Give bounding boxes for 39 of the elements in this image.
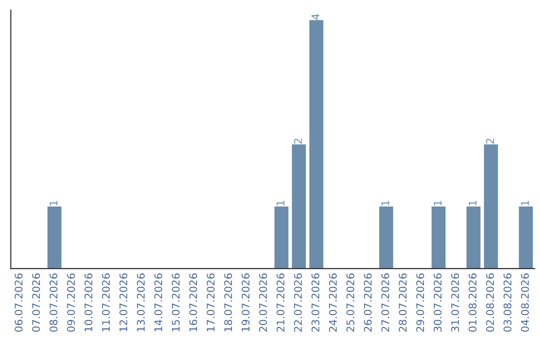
x-tick-label: 01.08.2026 [468,273,477,332]
x-tick-label: 18.07.2026 [224,273,232,332]
data-label: 2 [486,138,494,144]
data-label: 1 [521,200,529,206]
x-tick-label: 24.07.2026 [328,273,337,332]
x-tick-label: 11.07.2026 [102,273,110,332]
x-tick-label: 13.07.2026 [136,273,145,332]
x-tick-label: 16.07.2026 [189,273,198,332]
x-tick-label: 27.07.2026 [381,273,390,332]
data-label: 2 [294,138,302,144]
x-tick-label: 21.07.2026 [276,273,284,332]
x-tick-label: 17.07.2026 [206,273,215,332]
x-tick-label: 09.07.2026 [67,273,75,332]
x-tick-label: 19.07.2026 [242,273,250,332]
data-label: 1 [468,200,476,206]
x-tick-label: 29.07.2026 [416,273,424,332]
x-tick-label: 23.07.2026 [311,273,320,332]
x-tick-label: 04.08.2026 [521,273,529,332]
x-tick-label: 08.07.2026 [50,273,58,332]
data-label: 1 [381,200,390,206]
x-tick-label: 22.07.2026 [294,273,302,332]
data-label: 4 [312,14,320,20]
x-tick-label: 14.07.2026 [154,273,162,332]
data-label: 1 [50,200,58,206]
x-tick-label: 20.07.2026 [259,273,267,332]
x-tick-label: 26.07.2026 [364,273,372,332]
data-label: 1 [434,200,442,206]
x-tick-label: 28.07.2026 [398,273,407,332]
x-tick-label: 06.07.2026 [14,273,23,332]
data-label: 1 [276,200,284,206]
x-tick-label: 30.07.2026 [434,273,442,332]
x-tick-label: 12.07.2026 [119,273,128,332]
x-tick-label: 15.07.2026 [172,273,180,332]
x-tick-label: 03.08.2026 [504,273,512,332]
x-tick-label: 07.07.2026 [32,273,40,332]
x-tick-label: 02.08.2026 [486,273,494,332]
x-tick-label: 25.07.2026 [346,273,354,332]
x-tick-label: 31.07.2026 [451,273,460,332]
x-tick-label: 10.07.2026 [84,273,92,332]
